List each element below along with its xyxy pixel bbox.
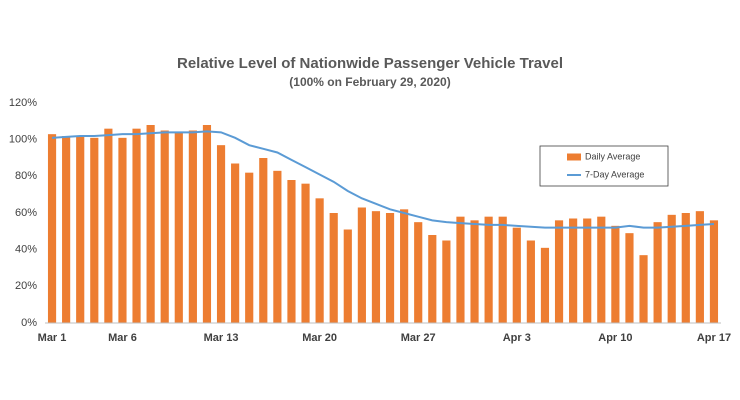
bar	[146, 125, 155, 323]
bar	[385, 213, 395, 323]
bar	[540, 247, 550, 323]
bar	[653, 222, 662, 323]
bar	[554, 220, 564, 323]
bar	[47, 134, 57, 323]
y-tick-label: 80%	[15, 170, 37, 182]
bar	[62, 136, 71, 323]
bar	[301, 183, 310, 323]
bar	[569, 218, 578, 323]
bar	[315, 198, 324, 323]
bar	[118, 137, 127, 323]
bar	[287, 180, 296, 323]
bar	[371, 211, 381, 323]
legend-swatch	[567, 153, 581, 161]
bar	[90, 137, 99, 323]
bar	[231, 163, 240, 323]
bar	[414, 222, 423, 323]
bar	[470, 220, 479, 323]
bar	[343, 229, 352, 323]
y-tick-label: 60%	[15, 207, 37, 219]
bar	[442, 240, 451, 323]
line	[51, 130, 715, 229]
y-tick-label: 20%	[15, 280, 37, 292]
bar	[174, 132, 183, 323]
bar	[583, 218, 592, 323]
bar	[667, 214, 676, 323]
bar	[76, 136, 85, 323]
bar	[104, 128, 113, 323]
x-tick-label: Mar 1	[38, 332, 67, 344]
chart-subtitle: (100% on February 29, 2020)	[289, 75, 450, 89]
y-tick-label: 120%	[9, 97, 37, 109]
bar	[512, 227, 521, 323]
legend-label: Daily Average	[585, 151, 640, 161]
y-tick-label: 100%	[9, 134, 37, 146]
bar	[498, 216, 507, 323]
bar	[357, 207, 366, 323]
bar	[132, 128, 141, 323]
legend-label: 7-Day Average	[585, 169, 644, 179]
bar	[245, 172, 254, 323]
bar	[611, 225, 620, 323]
bar	[188, 130, 197, 323]
bar	[526, 240, 535, 323]
x-tick-label: Apr 3	[503, 332, 531, 344]
bar	[456, 216, 465, 323]
bar	[273, 170, 282, 323]
bar	[259, 158, 268, 323]
y-tick-label: 0%	[21, 317, 37, 329]
legend-box	[539, 145, 669, 187]
x-tick-label: Mar 27	[401, 332, 436, 344]
bar	[216, 145, 226, 323]
chart-title: Relative Level of Nationwide Passenger V…	[177, 55, 563, 72]
x-tick-label: Mar 20	[302, 332, 337, 344]
x-tick-label: Mar 6	[108, 332, 137, 344]
bar	[681, 213, 690, 323]
bar	[484, 216, 493, 323]
bar	[639, 255, 648, 323]
bar	[329, 213, 338, 323]
x-tick-label: Apr 17	[697, 332, 731, 344]
x-tick-label: Apr 10	[598, 332, 632, 344]
bar	[202, 125, 212, 323]
bar	[160, 130, 169, 323]
bar	[400, 209, 409, 323]
x-tick-label: Mar 13	[204, 332, 239, 344]
bar	[597, 216, 606, 323]
bar	[625, 233, 634, 323]
y-tick-label: 40%	[15, 244, 37, 256]
bar	[695, 211, 704, 323]
bar	[709, 220, 719, 323]
bar	[428, 235, 437, 323]
